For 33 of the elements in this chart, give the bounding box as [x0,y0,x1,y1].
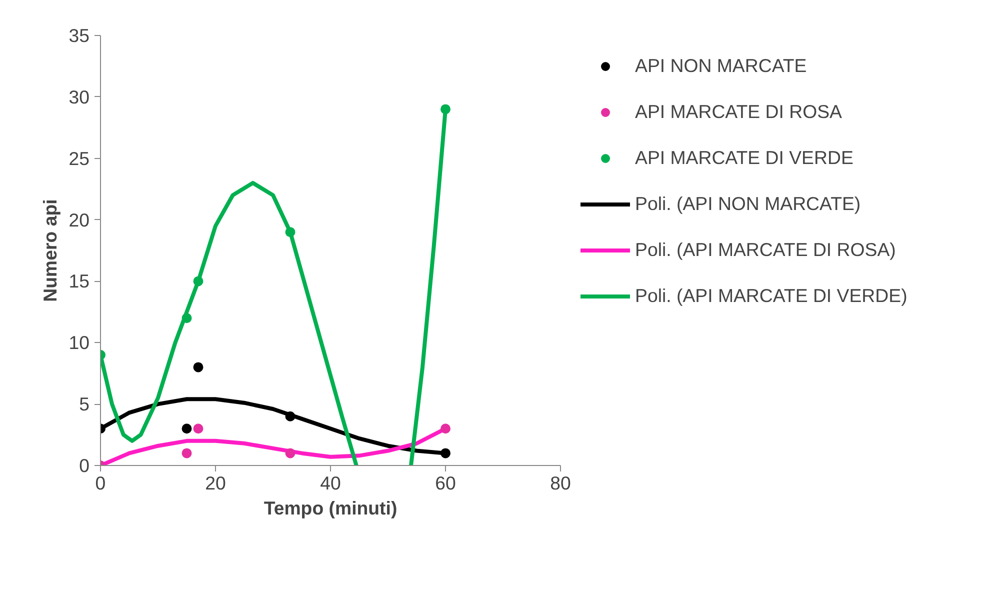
point [193,424,204,434]
y-tick-label: 10 [68,332,90,354]
point [182,424,192,434]
point [285,227,296,238]
legend-label: API MARCATE DI VERDE [635,147,854,169]
point [440,424,450,434]
legend-label: Poli. (API MARCATE DI ROSA) [635,239,896,261]
y-tick-label: 15 [68,270,90,292]
point [193,276,204,286]
x-tick-label: 20 [205,472,226,494]
legend-label: Poli. (API NON MARCATE) [635,193,861,215]
y-tick-label: 30 [68,86,90,108]
point [440,104,450,114]
y-tick-label: 0 [79,455,90,476]
y-tick-label: 5 [79,394,90,415]
x-tick-label: 0 [95,472,106,494]
legend-label: API NON MARCATE [635,55,807,77]
x-tick-label: 40 [320,472,341,494]
y-tick-label: 20 [68,209,90,230]
y-tick-label: 35 [68,25,90,46]
point [193,362,204,372]
legend-label: API MARCATE DI ROSA [635,101,842,123]
y-tick-label: 25 [68,148,90,169]
x-tick-label: 80 [550,472,571,494]
x-axis-title: Tempo (minuti) [264,498,398,518]
legend-label: Poli. (API MARCATE DI VERDE) [635,285,908,307]
point [285,411,296,422]
point [440,448,450,458]
point [182,448,192,458]
y-axis-title: Numero api [40,199,61,302]
point [182,313,192,324]
point [285,448,296,458]
x-tick-label: 60 [435,472,456,494]
